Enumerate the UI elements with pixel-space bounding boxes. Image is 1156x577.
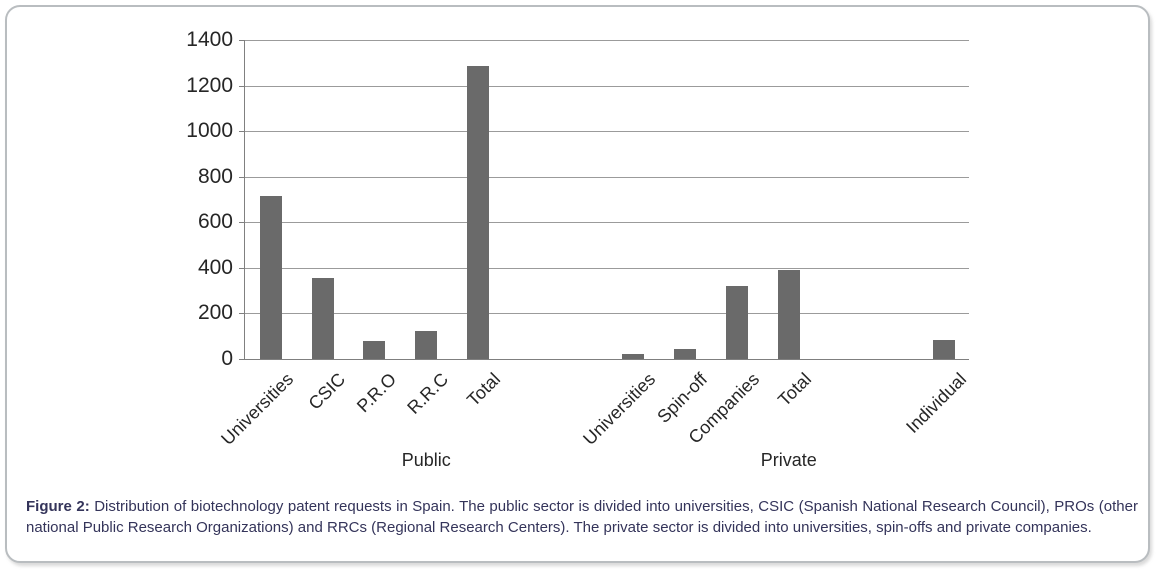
y-axis-tick-0 [239,359,245,360]
y-axis-tick-1000 [239,131,245,133]
x-tick-label: P.R.O [353,369,401,417]
bar-p-r-o [363,340,386,359]
plot-area: 0 200 400 600 800 1000 1200 1400 Universities CSI… [186,29,970,471]
y-axis-tick-200 [239,313,245,315]
gridline-1200 [245,85,969,87]
figure-caption-label: Figure 2: [26,498,90,515]
x-tick-label: Universities [579,369,660,449]
y-axis-tick-800 [239,176,245,178]
figure-caption-text: Distribution of biotechnology patent req… [26,498,1138,536]
y-tick-label-600: 600 [197,210,233,234]
group-label-public: Public [401,450,451,470]
y-axis-tick-400 [239,267,245,269]
y-tick-label-200: 200 [197,301,233,325]
y-axis-tick-1400 [239,40,245,41]
bar-total [777,270,800,359]
gridline-400 [245,267,969,269]
x-tick-label: Total [463,369,505,411]
x-tick-label: CSIC [304,369,349,414]
group-label-private: Private [760,450,817,470]
gridline-600 [245,222,969,224]
bar-csic [311,278,334,359]
figure-card: 0 200 400 600 800 1000 1200 1400 Universities CSI… [5,5,1150,563]
bar-companies [725,286,748,359]
gridline-200 [245,313,969,315]
y-tick-label-0: 0 [221,347,233,370]
y-tick-label-1200: 1200 [186,73,233,97]
gridline-0 [245,359,969,360]
gridline-1400 [245,40,969,41]
x-tick-label: R.R.C [403,369,453,418]
bar-spin-off [674,348,697,359]
x-tick-label: Universities [217,369,298,449]
x-tick-label: Total [773,369,815,411]
bar-r-r-c [415,330,438,359]
y-tick-label-1400: 1400 [186,28,233,51]
figure-caption: Figure 2: Distribution of biotechnology … [26,496,1138,538]
y-axis-tick-1200 [239,85,245,87]
x-tick-label: Individual [902,369,971,437]
y-tick-label-1000: 1000 [186,119,233,143]
y-axis-tick-600 [239,222,245,224]
y-tick-label-400: 400 [197,255,233,279]
gridline-800 [245,176,969,178]
bar-individual [933,339,956,359]
bar-total [467,66,490,359]
bar-universities [622,354,645,359]
y-tick-label-800: 800 [197,164,233,188]
bar-universities [259,196,282,359]
gridline-1000 [245,131,969,133]
